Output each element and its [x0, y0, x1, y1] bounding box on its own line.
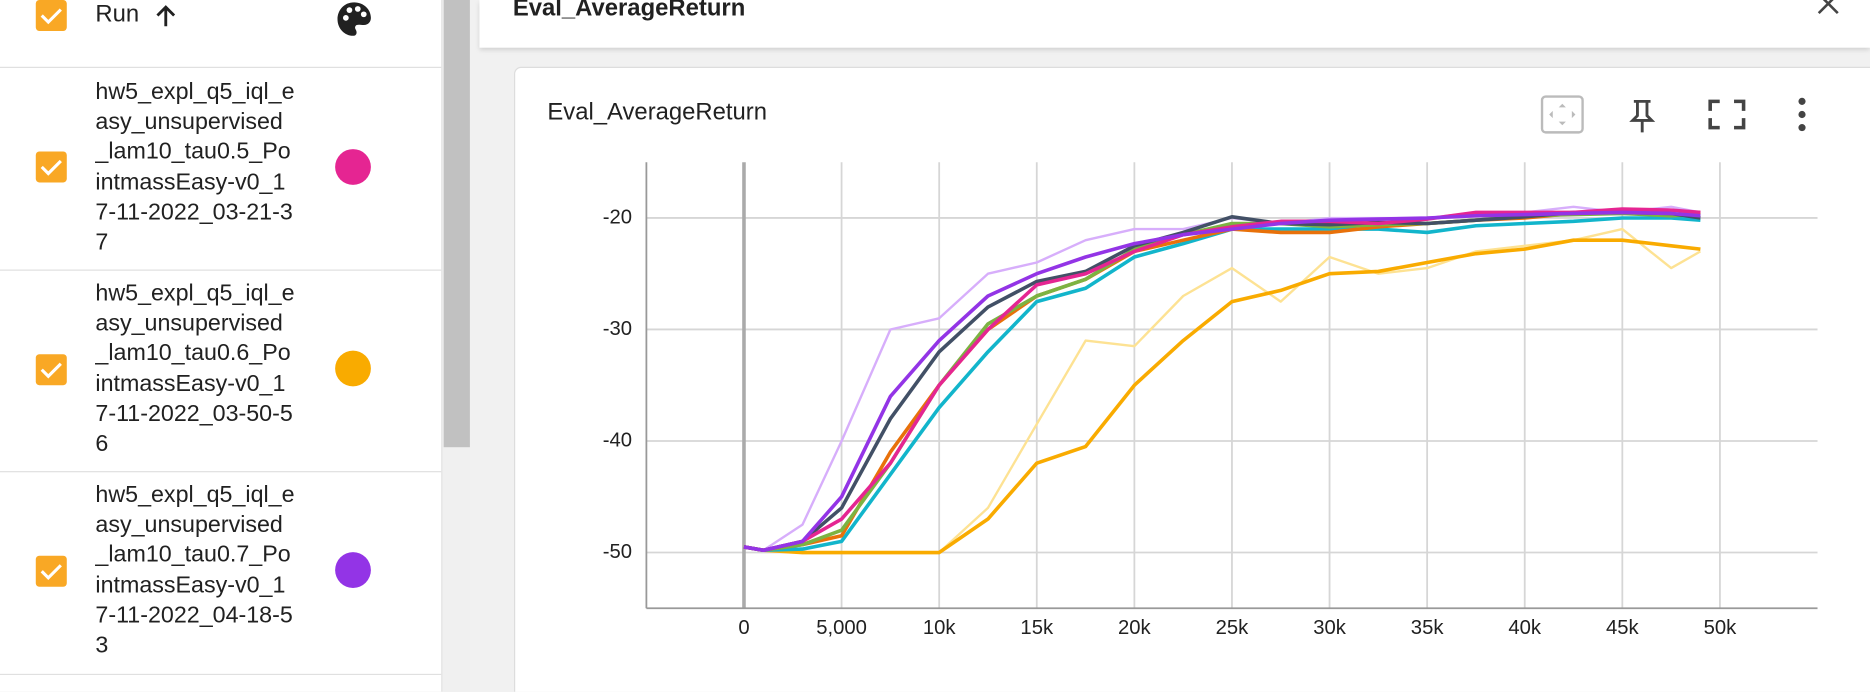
run-list: Run hw5_expl_q5_iql_easy_unsupervised_la… [0, 0, 443, 692]
run-name: hw5_expl_q5_iql_easy_unsupervised_lam10_… [95, 481, 295, 659]
palette-icon[interactable] [335, 0, 373, 38]
sort-icon[interactable] [153, 2, 179, 28]
series-line [743, 210, 1701, 553]
x-tick-label: 5,000 [816, 617, 867, 639]
x-tick-label: 50k [1704, 617, 1738, 639]
menu-icon[interactable] [1798, 97, 1806, 132]
select-all-checkbox[interactable] [35, 0, 67, 32]
fullscreen-icon[interactable] [1708, 99, 1746, 130]
y-tick-label: -50 [603, 541, 632, 563]
x-tick-label: 30k [1313, 617, 1347, 639]
run-name: hw5_expl_q5_iql_easy_unsupervised_lam10_… [95, 78, 295, 256]
series-line [743, 205, 1701, 552]
run-header[interactable]: Run [95, 1, 140, 28]
run-row: hw5_expl_q5_iql_easy_unsupervised_lam10_… [0, 271, 442, 473]
series-line [743, 238, 1701, 555]
check-icon [40, 362, 62, 379]
x-tick-label: 40k [1508, 617, 1542, 639]
series-line [743, 210, 1701, 553]
check-icon [40, 564, 62, 581]
run-row: hw5_expl_q5_iql_easy_unsupervised_lam10_… [0, 68, 442, 271]
card-header: Eval_AverageReturn [479, 0, 1870, 48]
run-color[interactable] [335, 350, 371, 387]
x-tick-label: 10k [923, 617, 957, 639]
pin-icon[interactable] [1629, 99, 1656, 133]
run-checkbox[interactable] [35, 354, 67, 386]
series-line [743, 210, 1701, 553]
y-tick-label: -40 [603, 429, 632, 451]
run-color[interactable] [335, 552, 371, 588]
x-tick-label: 25k [1216, 617, 1250, 639]
series-line [743, 207, 1701, 553]
series-line [743, 211, 1701, 553]
x-tick-label: 15k [1020, 617, 1054, 639]
run-row: hw5_expl_q5_iql_easy_unsupervised_lam10_… [0, 472, 442, 676]
x-tick-label: 35k [1411, 617, 1445, 639]
run-color[interactable] [335, 149, 371, 185]
run-checkbox[interactable] [35, 151, 67, 183]
chart: Eval_AverageReturn -50 -40 -30 -20 0 5,000 10k… [547, 95, 1818, 639]
x-tick-label: 20k [1118, 617, 1152, 639]
run-list-header: Run [0, 0, 442, 68]
series-line [743, 216, 1701, 553]
x-tick-label: 45k [1606, 617, 1640, 639]
scrollbar-thumb[interactable] [443, 0, 470, 448]
close-icon[interactable] [1815, 0, 1841, 17]
header-title: Eval_AverageReturn [512, 0, 746, 22]
chart-card: Eval_AverageReturn -50 -40 -30 -20 0 5,000 10k… [514, 66, 1870, 692]
check-icon [40, 159, 62, 176]
y-tick-label: -20 [603, 206, 632, 228]
run-name: hw5_expl_q5_iql_easy_unsupervised_lam10_… [95, 280, 295, 457]
y-tick-label: -30 [603, 318, 632, 340]
chart-title: Eval_AverageReturn [547, 99, 767, 126]
scrollbar[interactable] [443, 0, 470, 692]
check-icon [40, 8, 62, 25]
x-tick-label: 0 [738, 617, 749, 639]
series-line [743, 227, 1702, 554]
run-checkbox[interactable] [35, 555, 67, 587]
fit-icon[interactable] [1540, 95, 1584, 134]
